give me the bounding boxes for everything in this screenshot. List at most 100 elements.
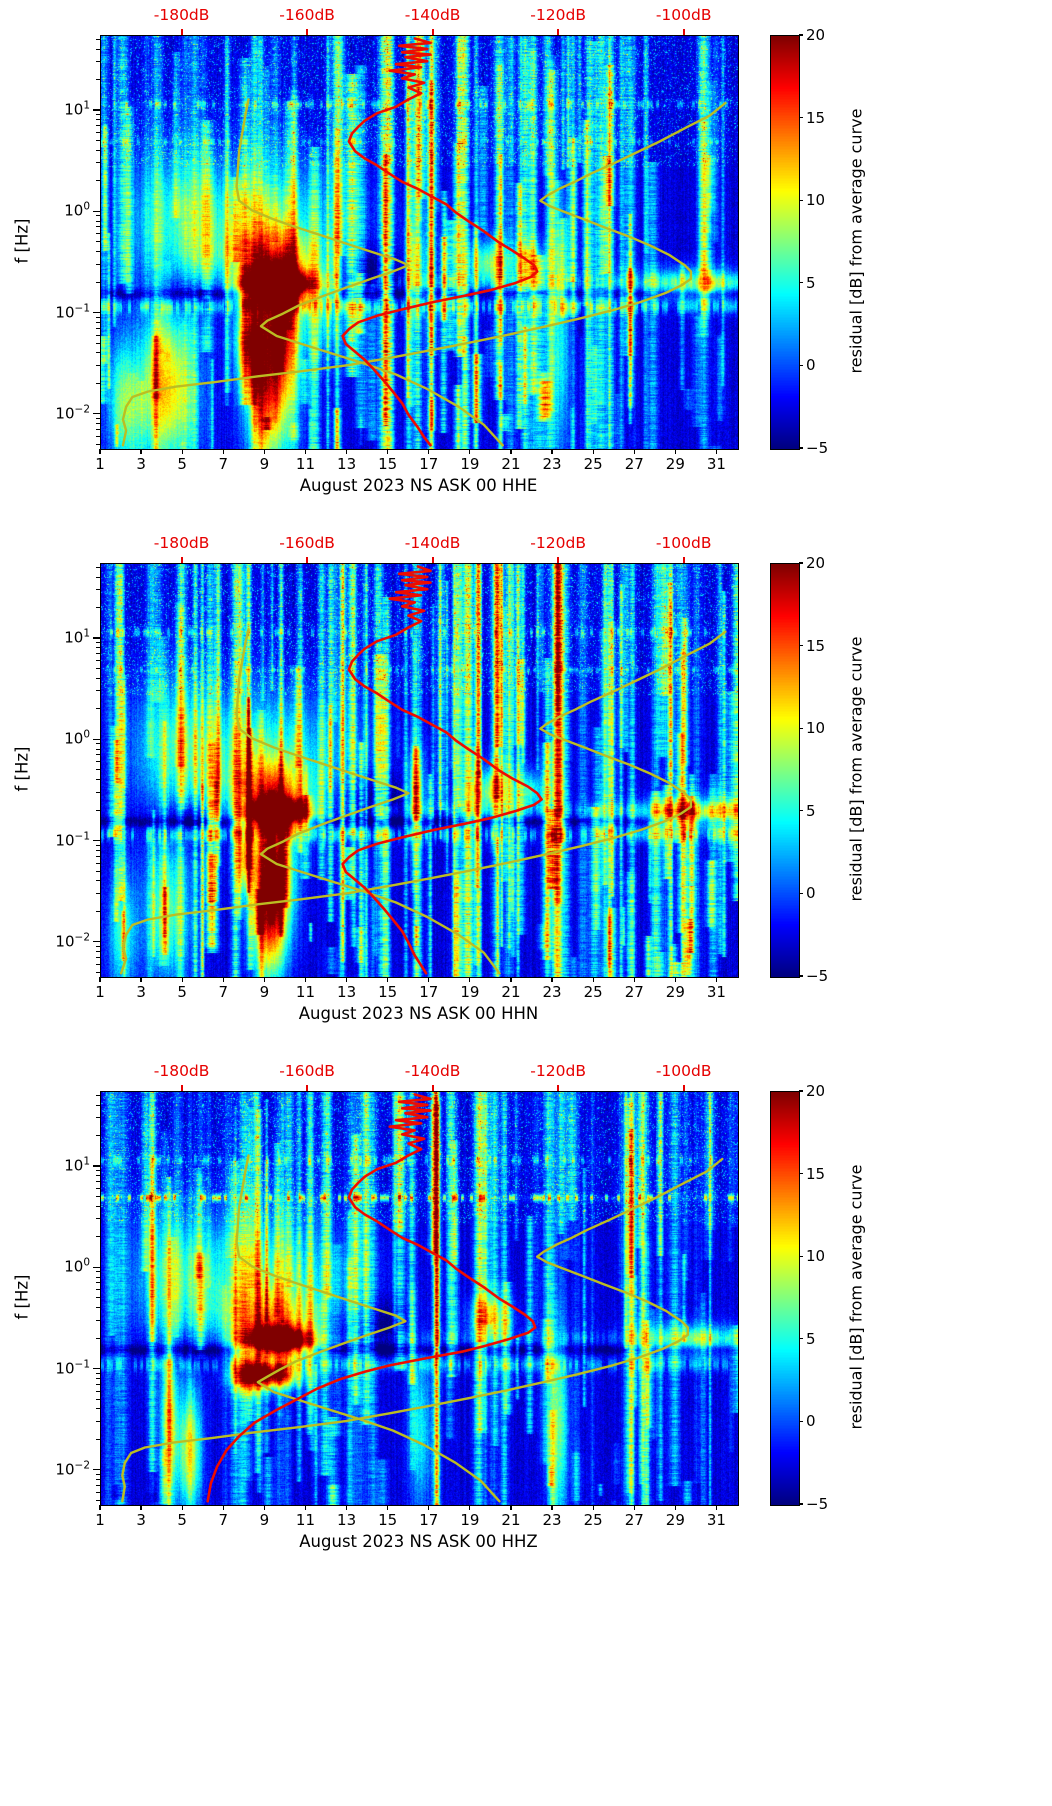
y-minor-tick-mark bbox=[96, 443, 100, 445]
y-minor-tick-mark bbox=[96, 862, 100, 864]
top-db-tick-label: -120dB bbox=[530, 1062, 586, 1080]
y-tick-exponent: 0 bbox=[83, 1256, 90, 1269]
y-tick-base: 10 bbox=[64, 1257, 84, 1276]
colorbar bbox=[770, 563, 800, 978]
y-minor-tick-mark bbox=[96, 1337, 100, 1339]
y-minor-tick-mark bbox=[96, 334, 100, 336]
top-db-tick-mark bbox=[180, 29, 183, 35]
y-minor-tick-mark bbox=[96, 1282, 100, 1284]
x-tick-mark bbox=[510, 977, 512, 982]
x-tick-mark bbox=[592, 1505, 594, 1510]
y-minor-tick-mark bbox=[96, 769, 100, 771]
colorbar-tick-label: 20 bbox=[806, 1082, 826, 1100]
colorbar-tick-label: −5 bbox=[806, 1495, 829, 1513]
colorbar-tick-label: −5 bbox=[806, 967, 829, 985]
y-minor-tick-mark bbox=[96, 1094, 100, 1096]
colorbar-tick-label: 10 bbox=[806, 1247, 826, 1266]
top-db-tick-label: -140dB bbox=[404, 534, 461, 552]
x-tick-label: 31 bbox=[706, 1511, 726, 1529]
psd-curves-overlay bbox=[121, 1093, 724, 1503]
x-tick-mark bbox=[304, 1505, 307, 1510]
x-tick-mark bbox=[551, 449, 553, 454]
x-tick-mark bbox=[428, 1505, 430, 1510]
top-db-tick-mark bbox=[306, 1085, 309, 1091]
x-tick-label: 11 bbox=[295, 1511, 316, 1529]
x-tick-label: 17 bbox=[419, 455, 439, 473]
envelope-high-curve bbox=[119, 630, 727, 975]
y-minor-tick-mark bbox=[96, 1297, 100, 1299]
y-minor-tick-mark bbox=[96, 754, 100, 756]
x-tick-label: 21 bbox=[501, 1511, 521, 1529]
x-tick-mark bbox=[181, 977, 183, 982]
spectrogram-panel-hhe: f [Hz] residual [dB] from average curve … bbox=[0, 0, 1052, 528]
y-minor-tick-mark bbox=[96, 119, 100, 121]
top-db-tick-mark bbox=[557, 557, 560, 563]
x-tick-mark bbox=[674, 449, 676, 454]
y-minor-tick-mark bbox=[96, 667, 100, 669]
y-minor-tick-mark bbox=[96, 1473, 100, 1475]
y-minor-tick-mark bbox=[96, 748, 100, 750]
y-minor-tick-mark bbox=[96, 180, 100, 182]
y-minor-tick-mark bbox=[96, 1398, 100, 1400]
psd-curves-overlay bbox=[119, 565, 727, 975]
x-tick-label: 29 bbox=[665, 455, 685, 473]
y-minor-tick-mark bbox=[96, 149, 100, 151]
colorbar-tick-mark bbox=[799, 1090, 803, 1092]
x-tick-mark bbox=[222, 1505, 224, 1510]
x-tick-label: 5 bbox=[177, 455, 187, 473]
x-tick-label: 15 bbox=[378, 455, 398, 473]
y-axis-label: f [Hz] bbox=[12, 218, 32, 264]
x-tick-label: 7 bbox=[218, 983, 229, 1001]
x-tick-label: 31 bbox=[706, 455, 726, 473]
x-tick-mark bbox=[222, 449, 224, 454]
plot-area bbox=[100, 35, 739, 450]
x-tick-mark bbox=[140, 449, 142, 454]
x-tick-mark bbox=[181, 449, 183, 454]
y-minor-tick-mark bbox=[96, 241, 100, 243]
spectrogram-heatmap bbox=[101, 36, 738, 449]
y-minor-tick-mark bbox=[96, 1307, 100, 1309]
x-tick-label: 21 bbox=[501, 983, 521, 1001]
y-tick-exponent: 0 bbox=[83, 200, 90, 213]
y-minor-tick-mark bbox=[96, 429, 100, 431]
y-minor-tick-mark bbox=[96, 1499, 100, 1501]
y-minor-tick-mark bbox=[96, 893, 100, 895]
x-tick-mark bbox=[387, 449, 389, 454]
spectrogram-panel-hhz: f [Hz] residual [dB] from average curve … bbox=[0, 1056, 1052, 1584]
y-tick-label: 10−1 bbox=[34, 1358, 90, 1377]
x-tick-label: 9 bbox=[259, 455, 270, 473]
y-minor-tick-mark bbox=[96, 642, 100, 644]
envelope-low-curve bbox=[235, 628, 501, 975]
y-tick-base: 10 bbox=[55, 303, 75, 322]
colorbar-tick-mark bbox=[799, 1255, 803, 1257]
x-tick-mark bbox=[263, 1505, 265, 1510]
y-tick-label: 101 bbox=[34, 628, 90, 647]
x-tick-mark bbox=[263, 449, 265, 454]
x-tick-label: 27 bbox=[624, 983, 644, 1001]
y-tick-base: 10 bbox=[55, 932, 75, 951]
y-minor-tick-mark bbox=[96, 957, 100, 959]
y-tick-label: 100 bbox=[34, 201, 90, 220]
y-minor-tick-mark bbox=[96, 761, 100, 763]
top-db-tick-label: -100dB bbox=[655, 534, 712, 552]
y-minor-tick-mark bbox=[96, 606, 100, 608]
y-minor-tick-mark bbox=[96, 743, 100, 745]
y-minor-tick-mark bbox=[96, 1104, 100, 1106]
x-tick-mark bbox=[99, 449, 101, 454]
colorbar-tick-label: 15 bbox=[806, 636, 826, 655]
x-tick-label: 27 bbox=[624, 455, 644, 473]
x-tick-label: 3 bbox=[136, 455, 146, 473]
y-minor-tick-mark bbox=[96, 1421, 100, 1423]
x-tick-label: 23 bbox=[542, 455, 562, 473]
top-db-tick-mark bbox=[557, 29, 560, 35]
x-tick-label: 9 bbox=[259, 983, 270, 1001]
x-tick-mark bbox=[99, 1505, 101, 1510]
colorbar-tick-label: 20 bbox=[806, 554, 826, 572]
y-minor-tick-mark bbox=[96, 855, 100, 857]
colorbar-tick-mark bbox=[799, 810, 803, 812]
colorbar-tick-label: 10 bbox=[806, 191, 826, 210]
psd-curves-overlay bbox=[121, 37, 727, 447]
y-minor-tick-mark bbox=[96, 263, 100, 265]
y-tick-mark bbox=[93, 637, 100, 639]
y-minor-tick-mark bbox=[96, 215, 100, 217]
